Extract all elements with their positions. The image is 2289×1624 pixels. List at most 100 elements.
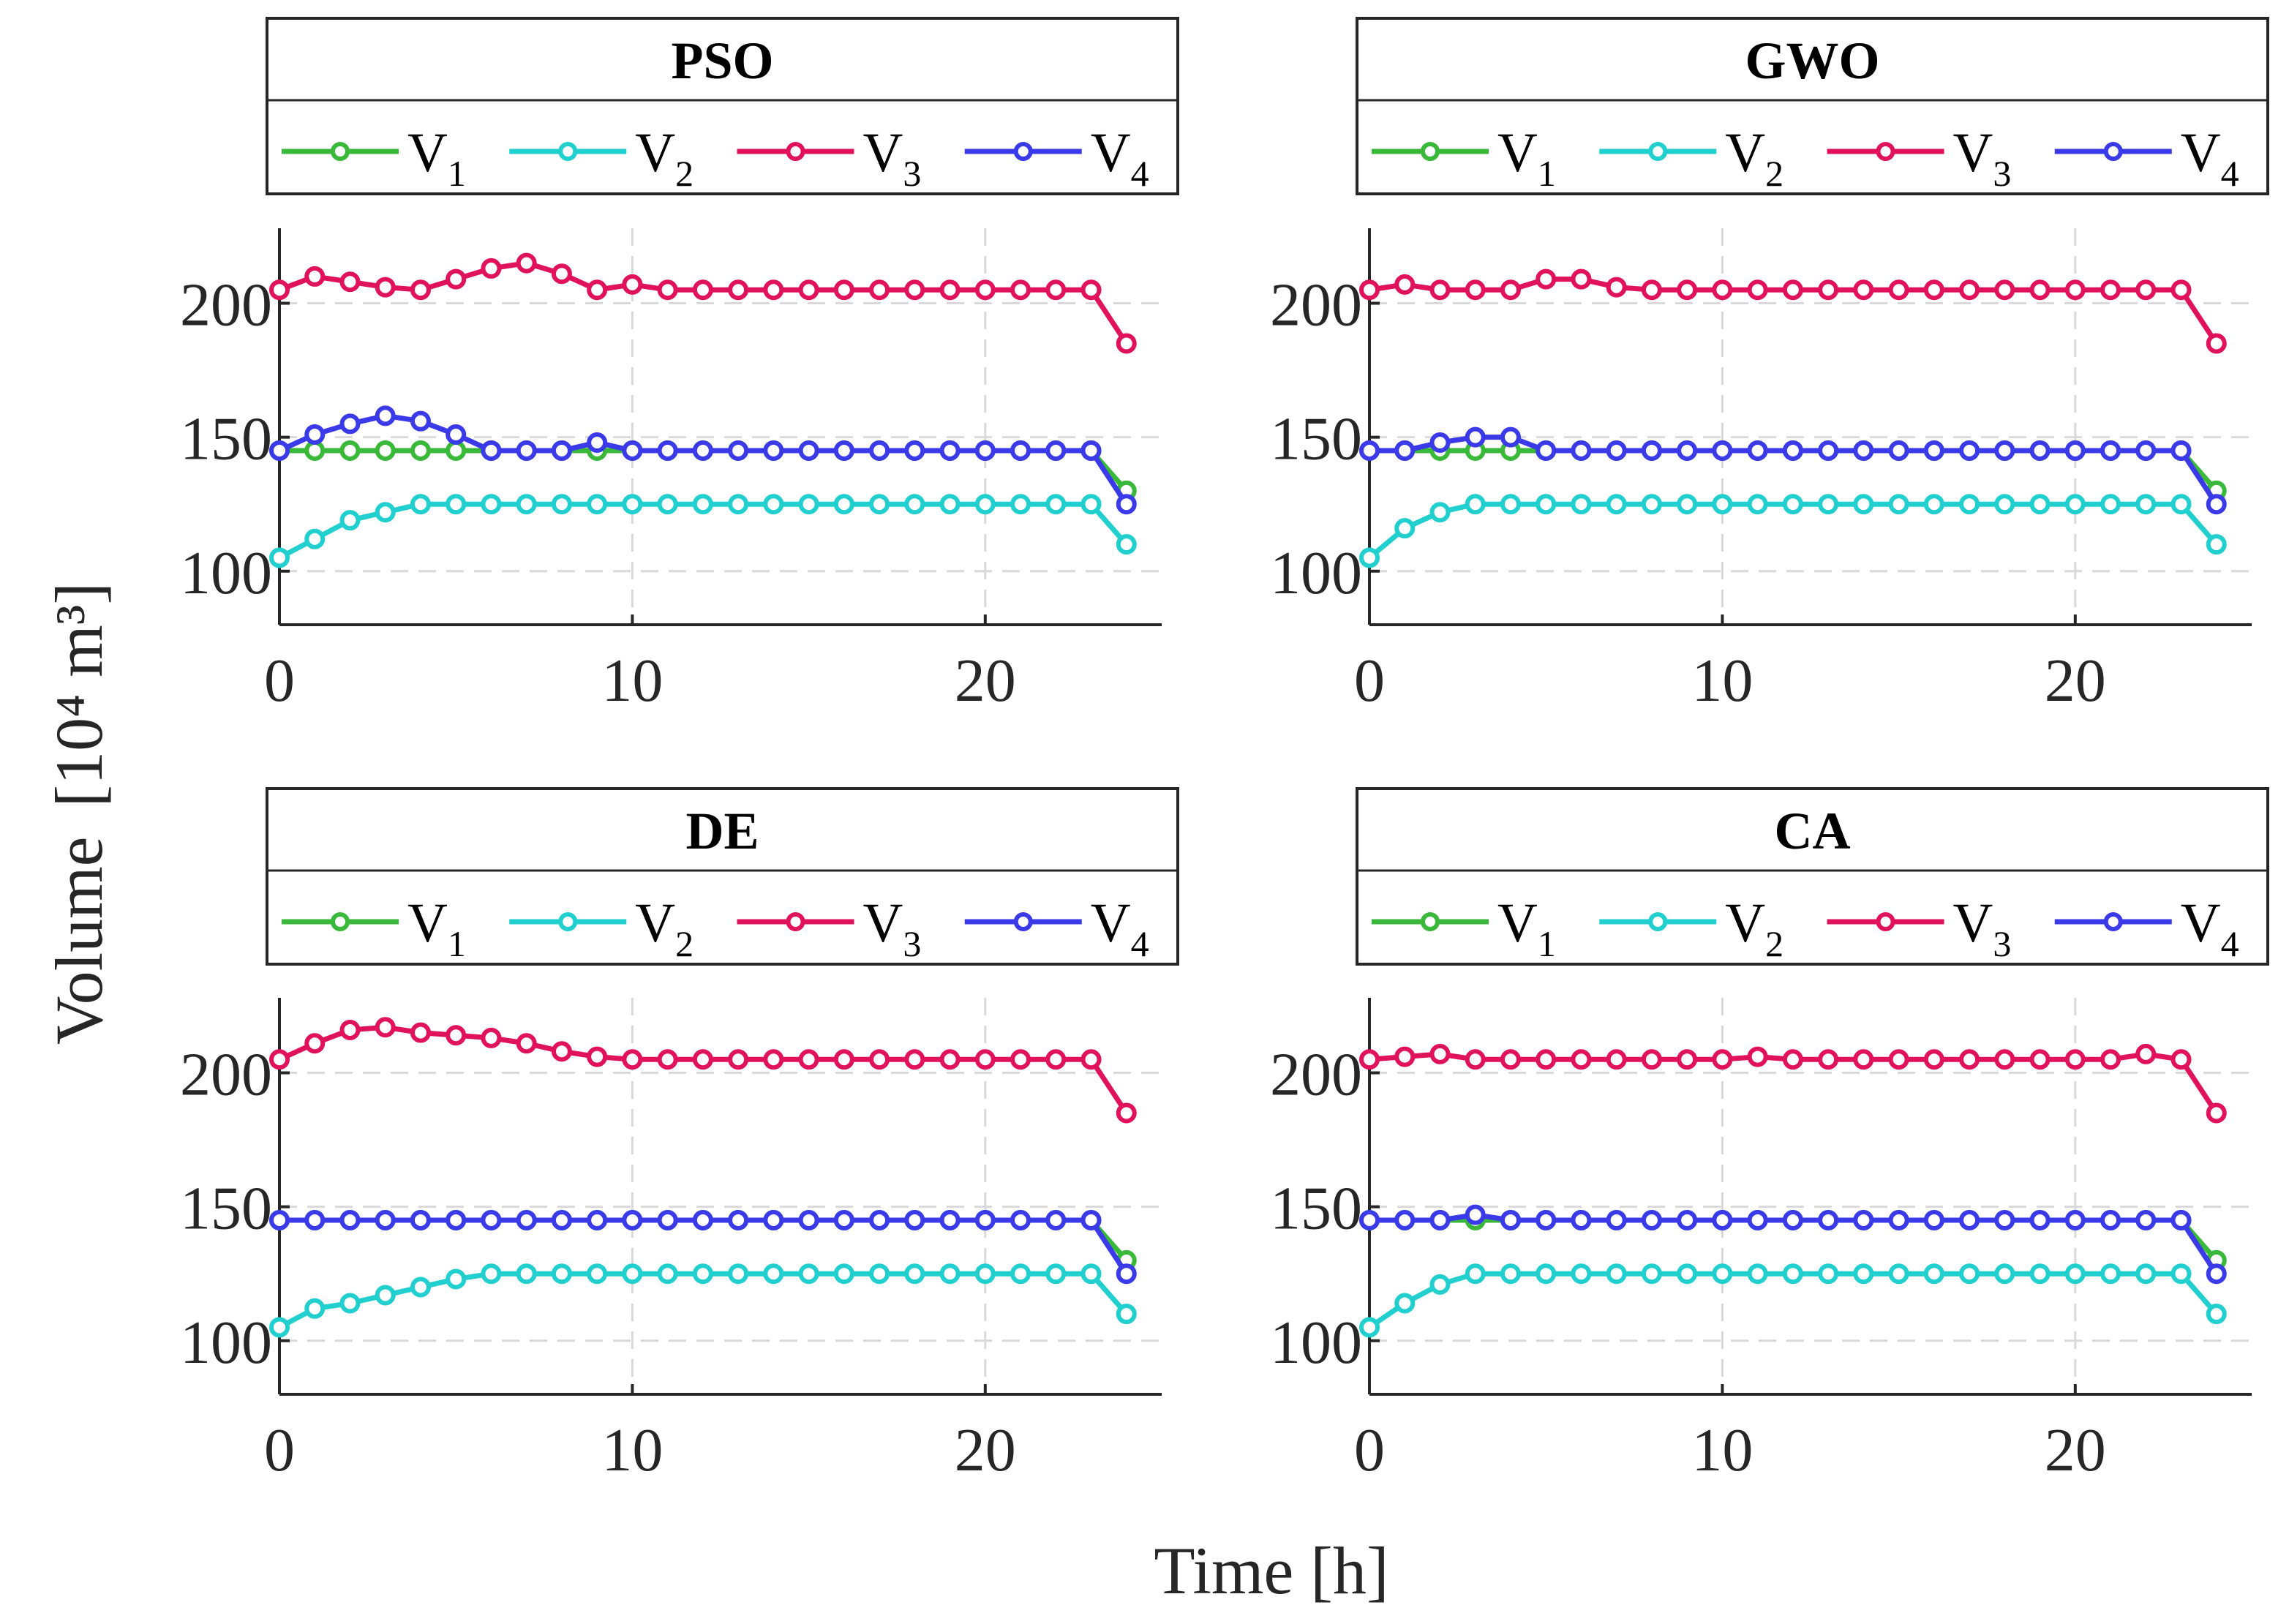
data-point [1888,1209,1909,1230]
data-point [1116,1102,1137,1124]
data-point [1712,279,1733,301]
legend-marker-swatch [2103,912,2123,931]
data-point [304,266,326,287]
data-point [1782,440,1803,461]
data-point [1571,494,1592,515]
legend-box [1356,787,2269,966]
data-point [2029,279,2051,301]
data-point [551,1041,572,1062]
data-point [1536,1049,1557,1070]
y-tick-label: 200 [1270,1041,1362,1109]
data-point [446,1268,467,1290]
series-v2 [1359,1263,2227,1338]
data-point [481,1027,502,1048]
legend-marker-swatch [786,912,805,931]
data-point [1712,440,1733,461]
data-point [304,440,326,461]
series-v3 [1359,268,2227,354]
data-point [833,1049,854,1070]
data-point [1782,1049,1803,1070]
data-point [1677,1049,1698,1070]
data-point [516,1033,537,1054]
data-point [339,440,361,461]
legend-entry-v1: V1 [282,122,466,194]
panel-title: CA [1775,802,1851,860]
data-point [516,440,537,461]
data-point [974,1049,996,1070]
legend-label-subscript: 2 [675,153,694,194]
data-point [2029,1049,2051,1070]
data-point [481,1209,502,1230]
data-point [1641,494,1662,515]
data-point [2064,1209,2086,1230]
data-point [269,1049,290,1070]
data-point [551,494,572,515]
legend-marker-swatch [1648,142,1668,161]
data-point [833,494,854,515]
data-point [1712,1263,1733,1285]
legend-label-subscript: 3 [1993,153,2011,194]
data-point [375,1017,396,1038]
data-point [728,1263,749,1285]
data-point [1853,494,1874,515]
legend-entry-v1: V1 [1372,892,1556,964]
legend-label: V2 [635,892,694,964]
legend-label: V1 [407,122,466,194]
legend-marker-swatch [558,142,578,161]
data-point [2100,1209,2121,1230]
data-point [904,1263,925,1285]
legend-label: V3 [1953,122,2012,194]
legend-box [266,17,1179,195]
data-point [622,440,643,461]
data-point [1853,440,1874,461]
data-point [410,410,431,432]
x-tick-label: 0 [264,1416,295,1484]
data-point [1465,1263,1486,1285]
legend-label-subscript: 1 [1538,153,1556,194]
data-point [1994,1263,2015,1285]
legend-label-subscript: 4 [2221,153,2239,194]
data-point [1782,1209,1803,1230]
data-point [516,1209,537,1230]
data-point [446,1025,467,1046]
legend-label-subscript: 1 [448,923,466,964]
data-point [1853,279,1874,301]
data-point [1994,440,2015,461]
data-point [1677,494,1698,515]
data-point [763,440,784,461]
x-tick-label: 10 [601,647,663,715]
data-point [1359,279,1380,301]
data-point [1010,279,1031,301]
data-point [798,440,819,461]
data-point [869,494,890,515]
data-point [657,494,678,515]
data-point [2135,279,2157,301]
data-point [869,440,890,461]
data-point [1500,494,1521,515]
data-point [1465,426,1486,448]
data-point [339,271,361,293]
data-point [1571,1049,1592,1070]
x-tick-label: 0 [1354,647,1385,715]
data-point [410,1277,431,1298]
data-point [1394,1046,1416,1067]
data-point [1923,1263,1944,1285]
data-point [904,1049,925,1070]
data-point [1571,440,1592,461]
legend-label-main: V [1953,122,1993,184]
data-point [587,1209,608,1230]
legend-label-main: V [635,892,675,954]
legend-label: V3 [863,122,922,194]
data-point [904,440,925,461]
data-point [1994,1209,2015,1230]
legend-label-subscript: 4 [1131,153,1149,194]
data-point [1359,1317,1380,1338]
data-point [1606,1049,1627,1070]
data-point [657,1209,678,1230]
data-point [1359,547,1380,568]
y-axis-unit: [10⁴ m³] [42,582,116,808]
data-point [2135,440,2157,461]
data-point [622,1209,643,1230]
